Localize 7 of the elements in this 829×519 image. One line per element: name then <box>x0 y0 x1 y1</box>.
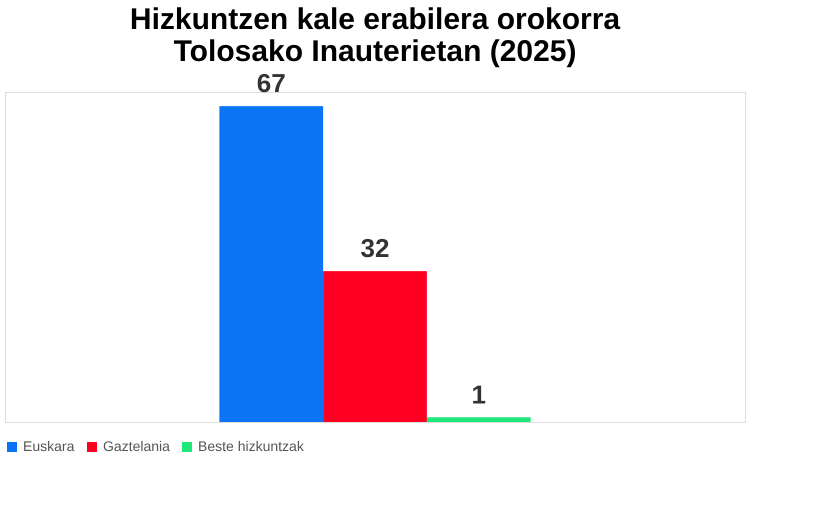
chart-title: Hizkuntzen kale erabilera orokorra Tolosako Inauterietan (2025) <box>130 3 620 68</box>
data-label: 67 <box>256 68 286 98</box>
legend-label: Beste hizkuntzak <box>198 438 305 454</box>
legend-label: Gaztelania <box>103 438 170 454</box>
legend-label: Euskara <box>23 438 75 454</box>
data-label: 1 <box>472 379 486 410</box>
data-label: 32 <box>360 233 390 264</box>
